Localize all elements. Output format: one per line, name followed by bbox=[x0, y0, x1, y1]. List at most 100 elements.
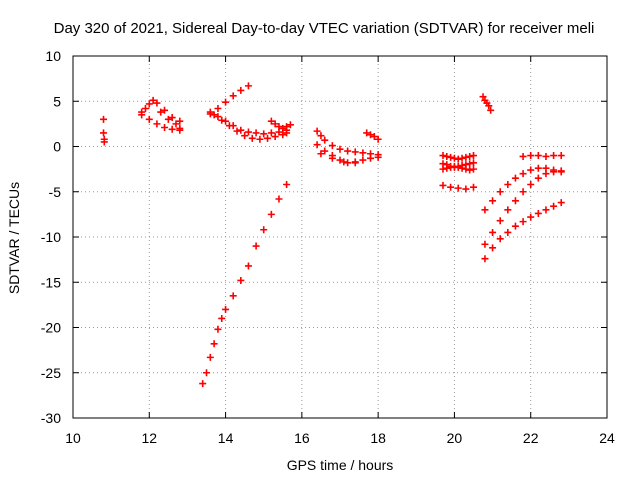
data-point bbox=[244, 128, 252, 136]
data-point bbox=[519, 152, 527, 160]
data-point bbox=[286, 121, 294, 129]
y-tick-label: -30 bbox=[41, 410, 61, 426]
data-point bbox=[489, 244, 497, 252]
data-point bbox=[487, 106, 495, 114]
data-point bbox=[172, 120, 180, 128]
data-point bbox=[233, 127, 241, 135]
series-arc-1 bbox=[100, 115, 108, 146]
data-point bbox=[527, 213, 535, 221]
data-point bbox=[313, 127, 321, 135]
data-point bbox=[550, 152, 558, 160]
data-point bbox=[439, 181, 447, 189]
data-point bbox=[203, 369, 210, 377]
series-arc-22 bbox=[519, 152, 565, 160]
data-point bbox=[450, 162, 458, 170]
x-tick-label: 22 bbox=[523, 430, 539, 446]
data-point bbox=[550, 202, 558, 210]
data-point bbox=[363, 129, 371, 137]
series-arc-21 bbox=[481, 199, 565, 263]
data-point bbox=[340, 158, 348, 166]
data-point bbox=[244, 262, 252, 270]
data-point bbox=[328, 142, 336, 150]
data-point bbox=[157, 108, 165, 116]
series-arc-14 bbox=[439, 152, 477, 163]
data-point bbox=[100, 129, 108, 137]
data-point bbox=[225, 122, 233, 130]
data-point bbox=[470, 152, 477, 160]
data-point bbox=[454, 163, 462, 171]
data-point bbox=[527, 181, 535, 189]
data-point bbox=[313, 141, 321, 149]
data-point bbox=[218, 116, 226, 124]
series-arc-16 bbox=[439, 162, 477, 174]
data-point bbox=[557, 167, 565, 175]
data-point bbox=[336, 156, 344, 164]
chart-title: Day 320 of 2021, Sidereal Day-to-day VTE… bbox=[54, 20, 595, 37]
data-point bbox=[367, 154, 375, 162]
data-point bbox=[237, 276, 245, 284]
data-point bbox=[519, 170, 527, 178]
data-point bbox=[244, 82, 252, 90]
data-point bbox=[336, 145, 344, 153]
data-point bbox=[222, 305, 230, 313]
x-tick-label: 20 bbox=[447, 430, 463, 446]
data-point bbox=[542, 206, 550, 214]
data-point bbox=[248, 134, 256, 142]
x-tick-label: 14 bbox=[218, 430, 234, 446]
axis-ticks: 10 12 14 16 18 20 22 24 -30 -25 -20 -15 -10 -5 0 5 10 bbox=[41, 48, 615, 446]
data-point bbox=[470, 159, 477, 167]
data-point bbox=[534, 152, 542, 160]
data-point bbox=[222, 98, 230, 106]
data-point bbox=[237, 86, 245, 94]
data-point bbox=[264, 134, 272, 142]
data-point bbox=[279, 124, 287, 132]
data-point bbox=[519, 218, 527, 226]
data-point bbox=[542, 152, 550, 160]
data-point bbox=[557, 152, 565, 160]
data-point bbox=[267, 129, 275, 137]
data-point bbox=[447, 153, 455, 161]
data-point bbox=[321, 147, 329, 155]
data-point bbox=[283, 129, 291, 137]
series-arc-20 bbox=[481, 167, 565, 248]
data-point bbox=[256, 135, 264, 143]
data-point bbox=[222, 117, 230, 125]
data-point bbox=[481, 240, 489, 248]
data-point bbox=[443, 164, 451, 172]
data-point bbox=[496, 235, 504, 243]
data-point bbox=[260, 130, 268, 138]
data-point bbox=[206, 108, 214, 116]
data-point bbox=[542, 170, 550, 178]
data-point bbox=[271, 120, 279, 128]
series-arc-12 bbox=[317, 150, 359, 167]
data-point bbox=[470, 183, 477, 191]
x-axis-label: GPS time / hours bbox=[287, 457, 394, 473]
data-point bbox=[496, 217, 504, 225]
data-points bbox=[100, 82, 565, 388]
data-point bbox=[229, 92, 237, 100]
data-point bbox=[153, 120, 161, 128]
data-point bbox=[267, 117, 275, 125]
data-point bbox=[462, 185, 470, 193]
data-point bbox=[370, 133, 378, 141]
data-point bbox=[534, 209, 542, 217]
data-point bbox=[176, 124, 184, 132]
data-point bbox=[367, 131, 375, 139]
data-point bbox=[176, 117, 184, 125]
series-arc-13 bbox=[363, 129, 382, 143]
data-point bbox=[450, 154, 458, 162]
data-point bbox=[466, 152, 474, 160]
data-point bbox=[161, 123, 169, 131]
data-point bbox=[485, 102, 493, 110]
data-point bbox=[317, 150, 325, 158]
data-point bbox=[145, 100, 153, 108]
data-point bbox=[344, 159, 352, 167]
data-point bbox=[260, 226, 268, 234]
data-point bbox=[100, 138, 108, 146]
y-tick-label: 10 bbox=[45, 48, 61, 64]
data-point bbox=[252, 129, 260, 137]
y-tick-label: 0 bbox=[53, 139, 61, 155]
y-axis-label: SDTVAR / TECUs bbox=[6, 182, 22, 294]
data-point bbox=[199, 380, 207, 388]
